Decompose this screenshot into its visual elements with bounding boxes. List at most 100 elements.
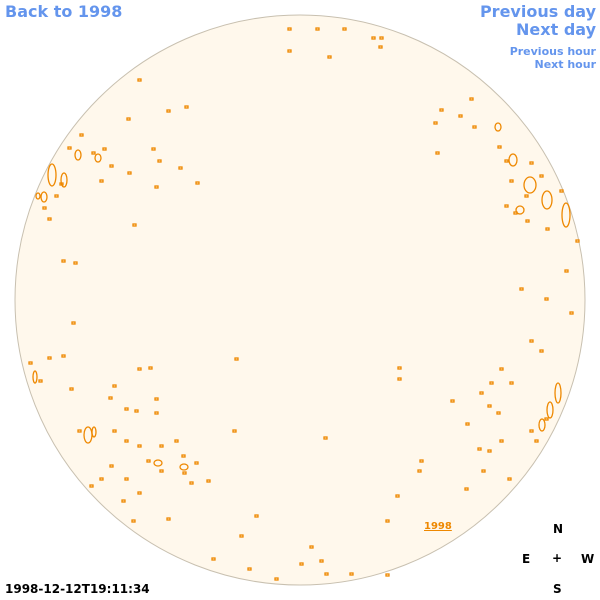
next-hour-link[interactable]: Next hour: [534, 58, 597, 71]
previous-day-link[interactable]: Previous day: [479, 2, 596, 21]
feature-contour: [146, 459, 151, 463]
feature-contour: [137, 444, 142, 448]
feature-contour: [479, 391, 484, 395]
feature-contour: [450, 399, 455, 403]
feature-contour: [508, 153, 518, 167]
feature-contour: [154, 185, 159, 189]
feature-contour: [349, 572, 354, 576]
feature-contour: [38, 379, 43, 383]
feature-contour: [545, 227, 550, 231]
observation-timestamp: 1998-12-12T19:11:34: [5, 582, 150, 596]
feature-contour: [529, 161, 534, 165]
feature-contour: [174, 439, 179, 443]
feature-contour: [35, 192, 41, 200]
feature-contour: [132, 223, 137, 227]
compass-center-marker: +: [552, 551, 563, 565]
feature-contour: [569, 311, 574, 315]
feature-contour: [189, 481, 194, 485]
feature-contour: [419, 459, 424, 463]
feature-contour: [477, 447, 482, 451]
feature-contour: [77, 429, 82, 433]
feature-contour: [42, 206, 47, 210]
feature-contour: [397, 377, 402, 381]
back-to-year-link[interactable]: Back to 1998: [5, 2, 123, 21]
feature-contour: [497, 145, 502, 149]
compass-south-label: S: [553, 582, 562, 596]
feature-contour: [465, 422, 470, 426]
previous-hour-link[interactable]: Previous hour: [509, 45, 596, 58]
feature-contour: [91, 151, 96, 155]
feature-contour: [54, 194, 59, 198]
feature-contour: [538, 418, 546, 432]
feature-contour: [541, 190, 553, 210]
feature-contour: [544, 417, 549, 421]
feature-contour: [28, 361, 33, 365]
feature-contour: [232, 429, 237, 433]
feature-contour: [529, 429, 534, 433]
feature-contour: [504, 204, 509, 208]
feature-contour: [127, 171, 132, 175]
feature-contour: [73, 261, 78, 265]
feature-contour: [559, 189, 564, 193]
feature-contour: [435, 151, 440, 155]
feature-contour: [524, 194, 529, 198]
next-day-link[interactable]: Next day: [516, 20, 596, 39]
feature-contour: [195, 181, 200, 185]
feature-contour: [523, 176, 537, 194]
feature-contour: [379, 36, 384, 40]
feature-contour: [385, 573, 390, 577]
feature-contour: [137, 367, 142, 371]
feature-contour: [40, 191, 48, 203]
feature-contour: [74, 149, 82, 161]
feature-contour: [509, 179, 514, 183]
feature-contour: [539, 174, 544, 178]
feature-contour: [469, 97, 474, 101]
feature-contour: [61, 259, 66, 263]
feature-contour: [124, 439, 129, 443]
feature-contour: [397, 366, 402, 370]
feature-contour: [327, 55, 332, 59]
feature-contour: [211, 557, 216, 561]
feature-contour: [157, 159, 162, 163]
feature-contour: [487, 404, 492, 408]
feature-contour: [99, 477, 104, 481]
feature-contour: [494, 122, 502, 132]
feature-contour: [287, 49, 292, 53]
feature-contour: [287, 27, 292, 31]
feature-contour: [178, 166, 183, 170]
feature-contour: [539, 349, 544, 353]
feature-contours: [28, 27, 580, 581]
feature-contour: [487, 449, 492, 453]
feature-contour: [112, 429, 117, 433]
feature-contour: [234, 357, 239, 361]
feature-contour: [108, 396, 113, 400]
feature-contour: [554, 382, 562, 404]
feature-contour: [504, 159, 509, 163]
feature-contour: [385, 519, 390, 523]
feature-contour: [181, 454, 186, 458]
feature-contour: [544, 297, 549, 301]
feature-contour: [159, 444, 164, 448]
feature-contour: [151, 147, 156, 151]
feature-contour: [112, 384, 117, 388]
feature-contour: [102, 147, 107, 151]
feature-contour: [499, 439, 504, 443]
year-marker-link[interactable]: 1998: [424, 521, 452, 532]
feature-contour: [274, 577, 279, 581]
feature-contour: [309, 545, 314, 549]
feature-contour: [166, 517, 171, 521]
feature-contour: [464, 487, 469, 491]
feature-contour: [323, 436, 328, 440]
feature-contour: [509, 381, 514, 385]
feature-contour: [137, 491, 142, 495]
feature-contour: [99, 179, 104, 183]
feature-contour: [182, 471, 187, 475]
compass-north-label: N: [553, 522, 564, 536]
feature-contour: [179, 463, 189, 471]
feature-contour: [153, 459, 163, 467]
feature-contour: [89, 484, 94, 488]
feature-contour: [154, 397, 159, 401]
feature-contour: [433, 121, 438, 125]
solar-disk: [14, 14, 586, 586]
feature-contour: [515, 205, 525, 215]
